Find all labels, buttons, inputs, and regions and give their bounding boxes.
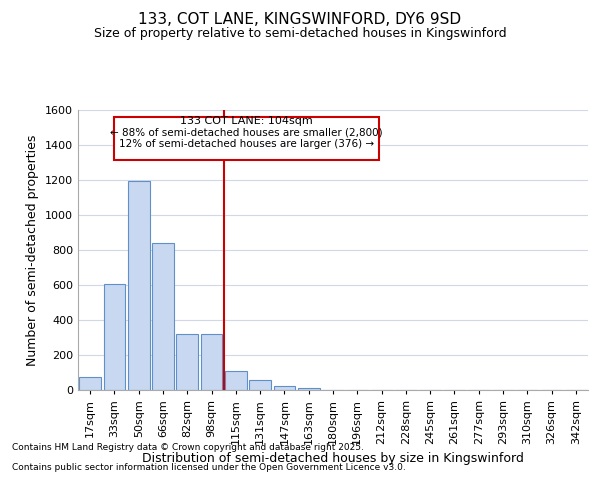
Text: 12% of semi-detached houses are larger (376) →: 12% of semi-detached houses are larger (… xyxy=(119,140,374,149)
Bar xyxy=(104,284,125,390)
Text: 133 COT LANE: 104sqm: 133 COT LANE: 104sqm xyxy=(180,116,313,126)
FancyBboxPatch shape xyxy=(114,117,379,160)
Text: 133, COT LANE, KINGSWINFORD, DY6 9SD: 133, COT LANE, KINGSWINFORD, DY6 9SD xyxy=(139,12,461,28)
Bar xyxy=(128,181,149,390)
Bar xyxy=(200,334,223,390)
Text: Contains public sector information licensed under the Open Government Licence v3: Contains public sector information licen… xyxy=(12,462,406,471)
Text: ← 88% of semi-detached houses are smaller (2,800): ← 88% of semi-detached houses are smalle… xyxy=(110,128,383,138)
Bar xyxy=(298,388,320,390)
Bar xyxy=(274,386,295,390)
Bar xyxy=(176,334,198,390)
Text: Contains HM Land Registry data © Crown copyright and database right 2025.: Contains HM Land Registry data © Crown c… xyxy=(12,442,364,452)
Bar xyxy=(249,380,271,390)
X-axis label: Distribution of semi-detached houses by size in Kingswinford: Distribution of semi-detached houses by … xyxy=(142,452,524,466)
Text: Size of property relative to semi-detached houses in Kingswinford: Size of property relative to semi-detach… xyxy=(94,28,506,40)
Bar xyxy=(225,371,247,390)
Bar xyxy=(152,243,174,390)
Y-axis label: Number of semi-detached properties: Number of semi-detached properties xyxy=(26,134,40,366)
Bar xyxy=(79,377,101,390)
